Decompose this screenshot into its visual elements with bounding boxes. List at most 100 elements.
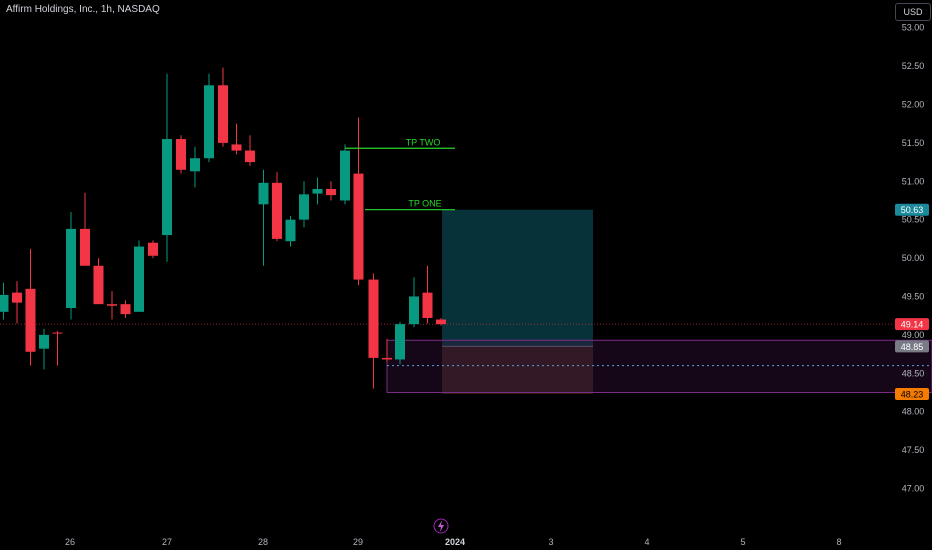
tp-label: TP ONE — [408, 199, 441, 209]
stop-zone[interactable] — [442, 346, 593, 395]
candle[interactable] — [436, 317, 446, 326]
candle-body — [25, 288, 36, 352]
candle-body — [204, 85, 214, 159]
chart-title: Affirm Holdings, Inc., 1h, NASDAQ — [6, 4, 160, 15]
candle[interactable] — [134, 240, 144, 312]
candle[interactable] — [93, 258, 104, 305]
candle[interactable] — [422, 265, 433, 324]
candle[interactable] — [39, 328, 49, 370]
lightning-glyph — [438, 520, 444, 532]
candle-body — [80, 228, 90, 266]
candle[interactable] — [368, 273, 379, 389]
candle[interactable] — [80, 192, 90, 266]
tp-label: TP TWO — [406, 137, 441, 147]
candle-body — [218, 85, 228, 143]
x-tick-label: 2024 — [445, 537, 465, 547]
candle-body — [231, 144, 242, 151]
last-price-label: 49.14 — [895, 318, 929, 331]
y-tick-label: 53.00 — [902, 23, 925, 33]
candle-body — [120, 304, 131, 315]
candle-body — [12, 292, 22, 303]
candle[interactable] — [409, 277, 419, 328]
y-tick-label: 51.50 — [902, 138, 925, 148]
x-tick-label: 5 — [740, 537, 745, 547]
candle[interactable] — [190, 146, 200, 188]
candle[interactable] — [218, 67, 228, 147]
candle[interactable] — [395, 321, 405, 365]
last-price-label-text: 49.14 — [901, 320, 924, 330]
candle[interactable] — [204, 73, 214, 163]
candle-body — [39, 334, 49, 349]
x-tick-label: 28 — [258, 537, 268, 547]
candle[interactable] — [382, 338, 392, 362]
range-box[interactable] — [386, 339, 932, 393]
candle[interactable] — [148, 240, 158, 259]
candle-body — [66, 228, 76, 308]
y-tick-label: 52.00 — [902, 99, 925, 109]
candle-body — [93, 265, 104, 305]
x-tick-label: 8 — [836, 537, 841, 547]
candle[interactable] — [66, 212, 76, 320]
candle-body — [353, 173, 364, 280]
candle[interactable] — [52, 331, 63, 366]
candle-body — [190, 158, 200, 172]
candle[interactable] — [120, 300, 131, 318]
candle-body — [272, 182, 282, 239]
y-tick-label: 50.00 — [902, 253, 925, 263]
candle[interactable] — [176, 135, 186, 174]
candle-body — [285, 219, 296, 242]
candle-body — [436, 319, 446, 325]
candle[interactable] — [231, 123, 242, 155]
candle[interactable] — [162, 73, 172, 262]
candle-body — [107, 304, 117, 306]
x-tick-label: 27 — [162, 537, 172, 547]
target-zone[interactable] — [442, 209, 593, 347]
candle-body — [368, 279, 379, 358]
candle[interactable] — [0, 282, 9, 320]
stop-price-label: 48.23 — [895, 388, 929, 401]
candle-body — [299, 194, 309, 220]
candle[interactable] — [340, 144, 350, 205]
candle-body — [134, 246, 144, 312]
candle[interactable] — [326, 181, 336, 201]
y-tick-label: 51.00 — [902, 176, 925, 186]
candle[interactable] — [353, 117, 364, 285]
candle-body — [340, 150, 350, 201]
candle-body — [422, 292, 433, 318]
y-tick-label: 48.50 — [902, 368, 925, 378]
candle-body — [326, 188, 336, 196]
entry-price-label-bg — [895, 340, 929, 353]
candle[interactable] — [312, 177, 323, 205]
stop-price-label-text: 48.23 — [901, 390, 924, 400]
candle[interactable] — [258, 169, 269, 266]
candle-body — [148, 242, 158, 256]
candle[interactable] — [25, 248, 36, 366]
y-tick-label: 52.50 — [902, 61, 925, 71]
x-tick-label: 26 — [65, 537, 75, 547]
candle-body — [0, 294, 9, 312]
candle-body — [409, 296, 419, 325]
candle-body — [245, 150, 255, 163]
target-price-label-bg — [895, 203, 929, 216]
last-price-label-bg — [895, 318, 929, 331]
candle[interactable] — [272, 172, 282, 242]
y-tick-label: 50.50 — [902, 215, 925, 225]
candle[interactable] — [299, 181, 309, 228]
candle[interactable] — [12, 281, 22, 324]
x-tick-label: 3 — [548, 537, 553, 547]
target-price-label: 50.63 — [895, 203, 929, 216]
candle-body — [176, 139, 186, 170]
candle-body — [312, 188, 323, 194]
candle[interactable] — [107, 291, 117, 320]
y-tick-label: 47.50 — [902, 445, 925, 455]
y-tick-label: 47.00 — [902, 483, 925, 493]
currency-button[interactable]: USD — [895, 3, 931, 21]
candle-body — [258, 182, 269, 205]
stop-price-label-bg — [895, 388, 929, 401]
x-tick-label: 4 — [644, 537, 649, 547]
candle-body — [395, 324, 405, 360]
entry-price-label-text: 48.85 — [901, 342, 924, 352]
candle[interactable] — [285, 215, 296, 247]
candle[interactable] — [245, 135, 255, 166]
